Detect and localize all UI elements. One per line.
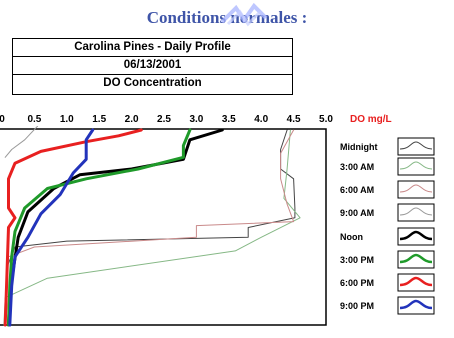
chart-xlabel: DO Concentration [103,77,202,89]
x-tick-label: 2.5 [157,114,171,125]
legend-label: 9:00 AM [340,208,374,218]
x-tick-label: 2.0 [125,114,139,125]
legend-label: 3:00 AM [340,162,374,172]
legend-swatch-box [397,157,435,176]
legend-label: Midnight [340,142,378,152]
legend-label: 6:00 PM [340,278,374,288]
legend-swatch-box [397,180,435,199]
series-line [4,129,296,326]
legend-swatch-box [397,250,435,269]
legend-swatch [399,299,433,310]
legend-swatch [399,276,433,287]
x-tick-label: 0.5 [27,114,41,125]
legend-swatch-box [397,296,435,315]
legend-swatch-box [397,203,435,222]
x-tick-label: 3.5 [222,114,236,125]
legend-swatch [399,253,433,264]
chart-title-box: Carolina Pines - Daily Profile 06/13/200… [12,38,293,95]
legend-swatch-box [397,227,435,246]
legend-swatch-box [397,273,435,292]
series-line [7,128,224,327]
legend-swatch [399,161,433,170]
x-unit-label: DO mg/L [350,114,392,125]
chart-title: Carolina Pines - Daily Profile [13,39,292,57]
series-line [4,126,39,158]
series-line [4,129,295,326]
legend-swatch [399,184,433,193]
series-line [7,128,192,327]
x-tick-label: 1.0 [60,114,74,125]
legend-swatch [399,207,433,216]
legend-label: 6:00 AM [340,185,374,195]
x-tick-label: 1.5 [92,114,106,125]
legend-swatch [399,141,433,150]
chart-date: 06/13/2001 [13,57,292,75]
x-tick-label: 3.0 [189,114,203,125]
series-line [3,129,301,326]
x-tick-label: 0 [0,114,5,125]
x-tick-label: 5.0 [319,114,333,125]
legend-swatch-box [397,137,435,156]
x-tick-label: 4.0 [254,114,268,125]
watermark-icon [220,2,268,27]
legend-swatch [399,230,433,241]
x-tick-label: 4.5 [287,114,301,125]
legend-label: 9:00 PM [340,301,374,311]
legend-label: Noon [340,232,363,242]
legend-label: 3:00 PM [340,255,374,265]
series-line [8,128,95,327]
series-line [3,128,143,327]
plot-frame [0,128,327,326]
